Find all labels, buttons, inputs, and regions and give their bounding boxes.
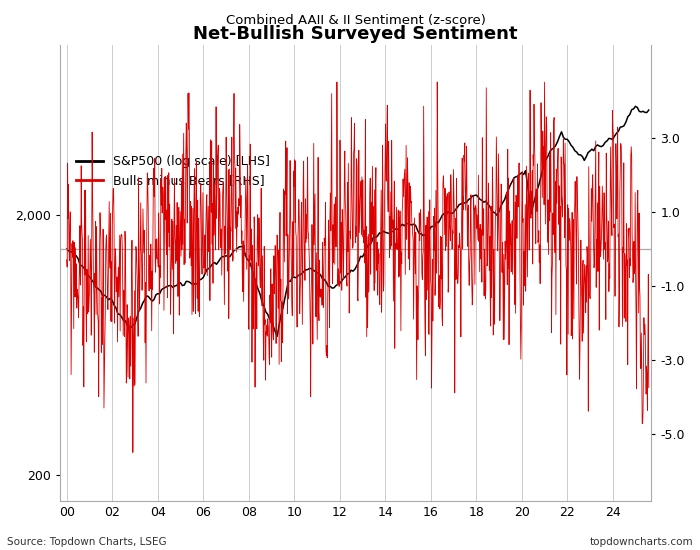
Text: Combined AAII & II Sentiment (z-score): Combined AAII & II Sentiment (z-score): [225, 14, 486, 27]
Text: Source: Topdown Charts, LSEG: Source: Topdown Charts, LSEG: [7, 537, 167, 547]
Title: Net-Bullish Surveyed Sentiment: Net-Bullish Surveyed Sentiment: [193, 25, 518, 43]
Text: topdowncharts.com: topdowncharts.com: [589, 537, 693, 547]
Legend: S&P500 (log scale) [LHS], Bulls minus Bears [RHS]: S&P500 (log scale) [LHS], Bulls minus Be…: [72, 151, 274, 191]
